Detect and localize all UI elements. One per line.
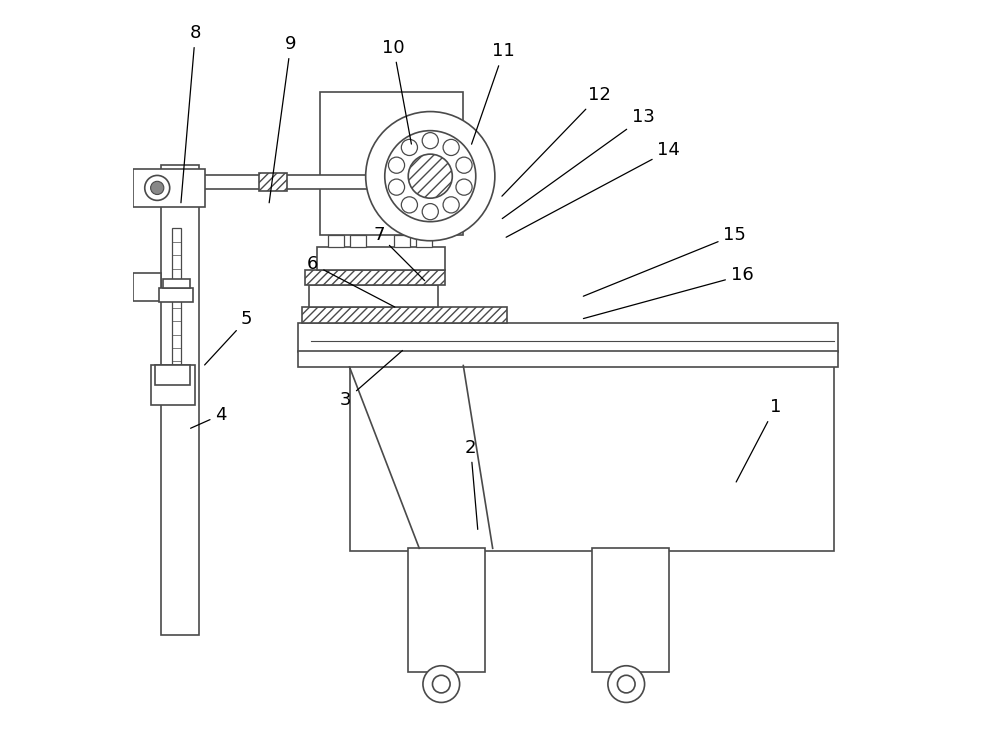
Text: 11: 11 xyxy=(472,43,515,144)
Bar xyxy=(161,165,199,635)
Text: 2: 2 xyxy=(465,439,478,529)
Bar xyxy=(416,235,432,247)
Bar xyxy=(151,365,195,405)
Bar xyxy=(328,235,344,247)
Bar xyxy=(350,363,834,550)
Bar xyxy=(394,235,410,247)
Circle shape xyxy=(145,175,170,200)
Bar xyxy=(408,548,485,672)
Bar xyxy=(155,365,190,385)
Bar xyxy=(592,548,669,672)
Circle shape xyxy=(443,197,459,213)
Circle shape xyxy=(151,181,164,195)
Text: 7: 7 xyxy=(373,226,425,280)
Bar xyxy=(159,288,193,302)
Bar xyxy=(203,175,416,189)
Bar xyxy=(298,351,838,367)
Bar xyxy=(298,323,838,352)
Circle shape xyxy=(385,131,476,222)
Bar xyxy=(305,270,445,285)
Circle shape xyxy=(608,666,645,702)
Circle shape xyxy=(423,666,460,702)
Bar xyxy=(133,273,161,301)
Circle shape xyxy=(366,112,495,241)
Text: 3: 3 xyxy=(340,350,402,409)
Bar xyxy=(320,92,463,235)
Circle shape xyxy=(388,179,405,195)
Text: 8: 8 xyxy=(181,24,201,203)
Bar xyxy=(309,285,438,307)
Text: 1: 1 xyxy=(736,399,781,482)
Bar xyxy=(163,279,190,288)
Circle shape xyxy=(401,197,417,213)
Circle shape xyxy=(408,154,452,198)
Circle shape xyxy=(422,133,438,149)
Circle shape xyxy=(401,139,417,156)
Bar xyxy=(259,173,287,191)
Bar xyxy=(302,307,507,323)
Circle shape xyxy=(617,675,635,693)
Text: 4: 4 xyxy=(191,406,227,428)
Text: 9: 9 xyxy=(269,35,297,203)
Circle shape xyxy=(422,203,438,219)
Circle shape xyxy=(388,157,405,173)
Bar xyxy=(133,169,205,207)
Bar xyxy=(350,235,366,247)
Bar xyxy=(316,247,445,270)
Text: 16: 16 xyxy=(583,266,754,319)
Circle shape xyxy=(432,675,450,693)
Text: 12: 12 xyxy=(502,87,611,196)
Text: 13: 13 xyxy=(502,109,655,219)
Text: 6: 6 xyxy=(307,255,395,307)
Text: 15: 15 xyxy=(583,226,746,297)
Bar xyxy=(172,228,181,382)
Text: 14: 14 xyxy=(506,142,680,237)
Text: 5: 5 xyxy=(205,310,253,365)
Circle shape xyxy=(456,179,472,195)
Text: 10: 10 xyxy=(382,39,411,144)
Circle shape xyxy=(456,157,472,173)
Circle shape xyxy=(443,139,459,156)
